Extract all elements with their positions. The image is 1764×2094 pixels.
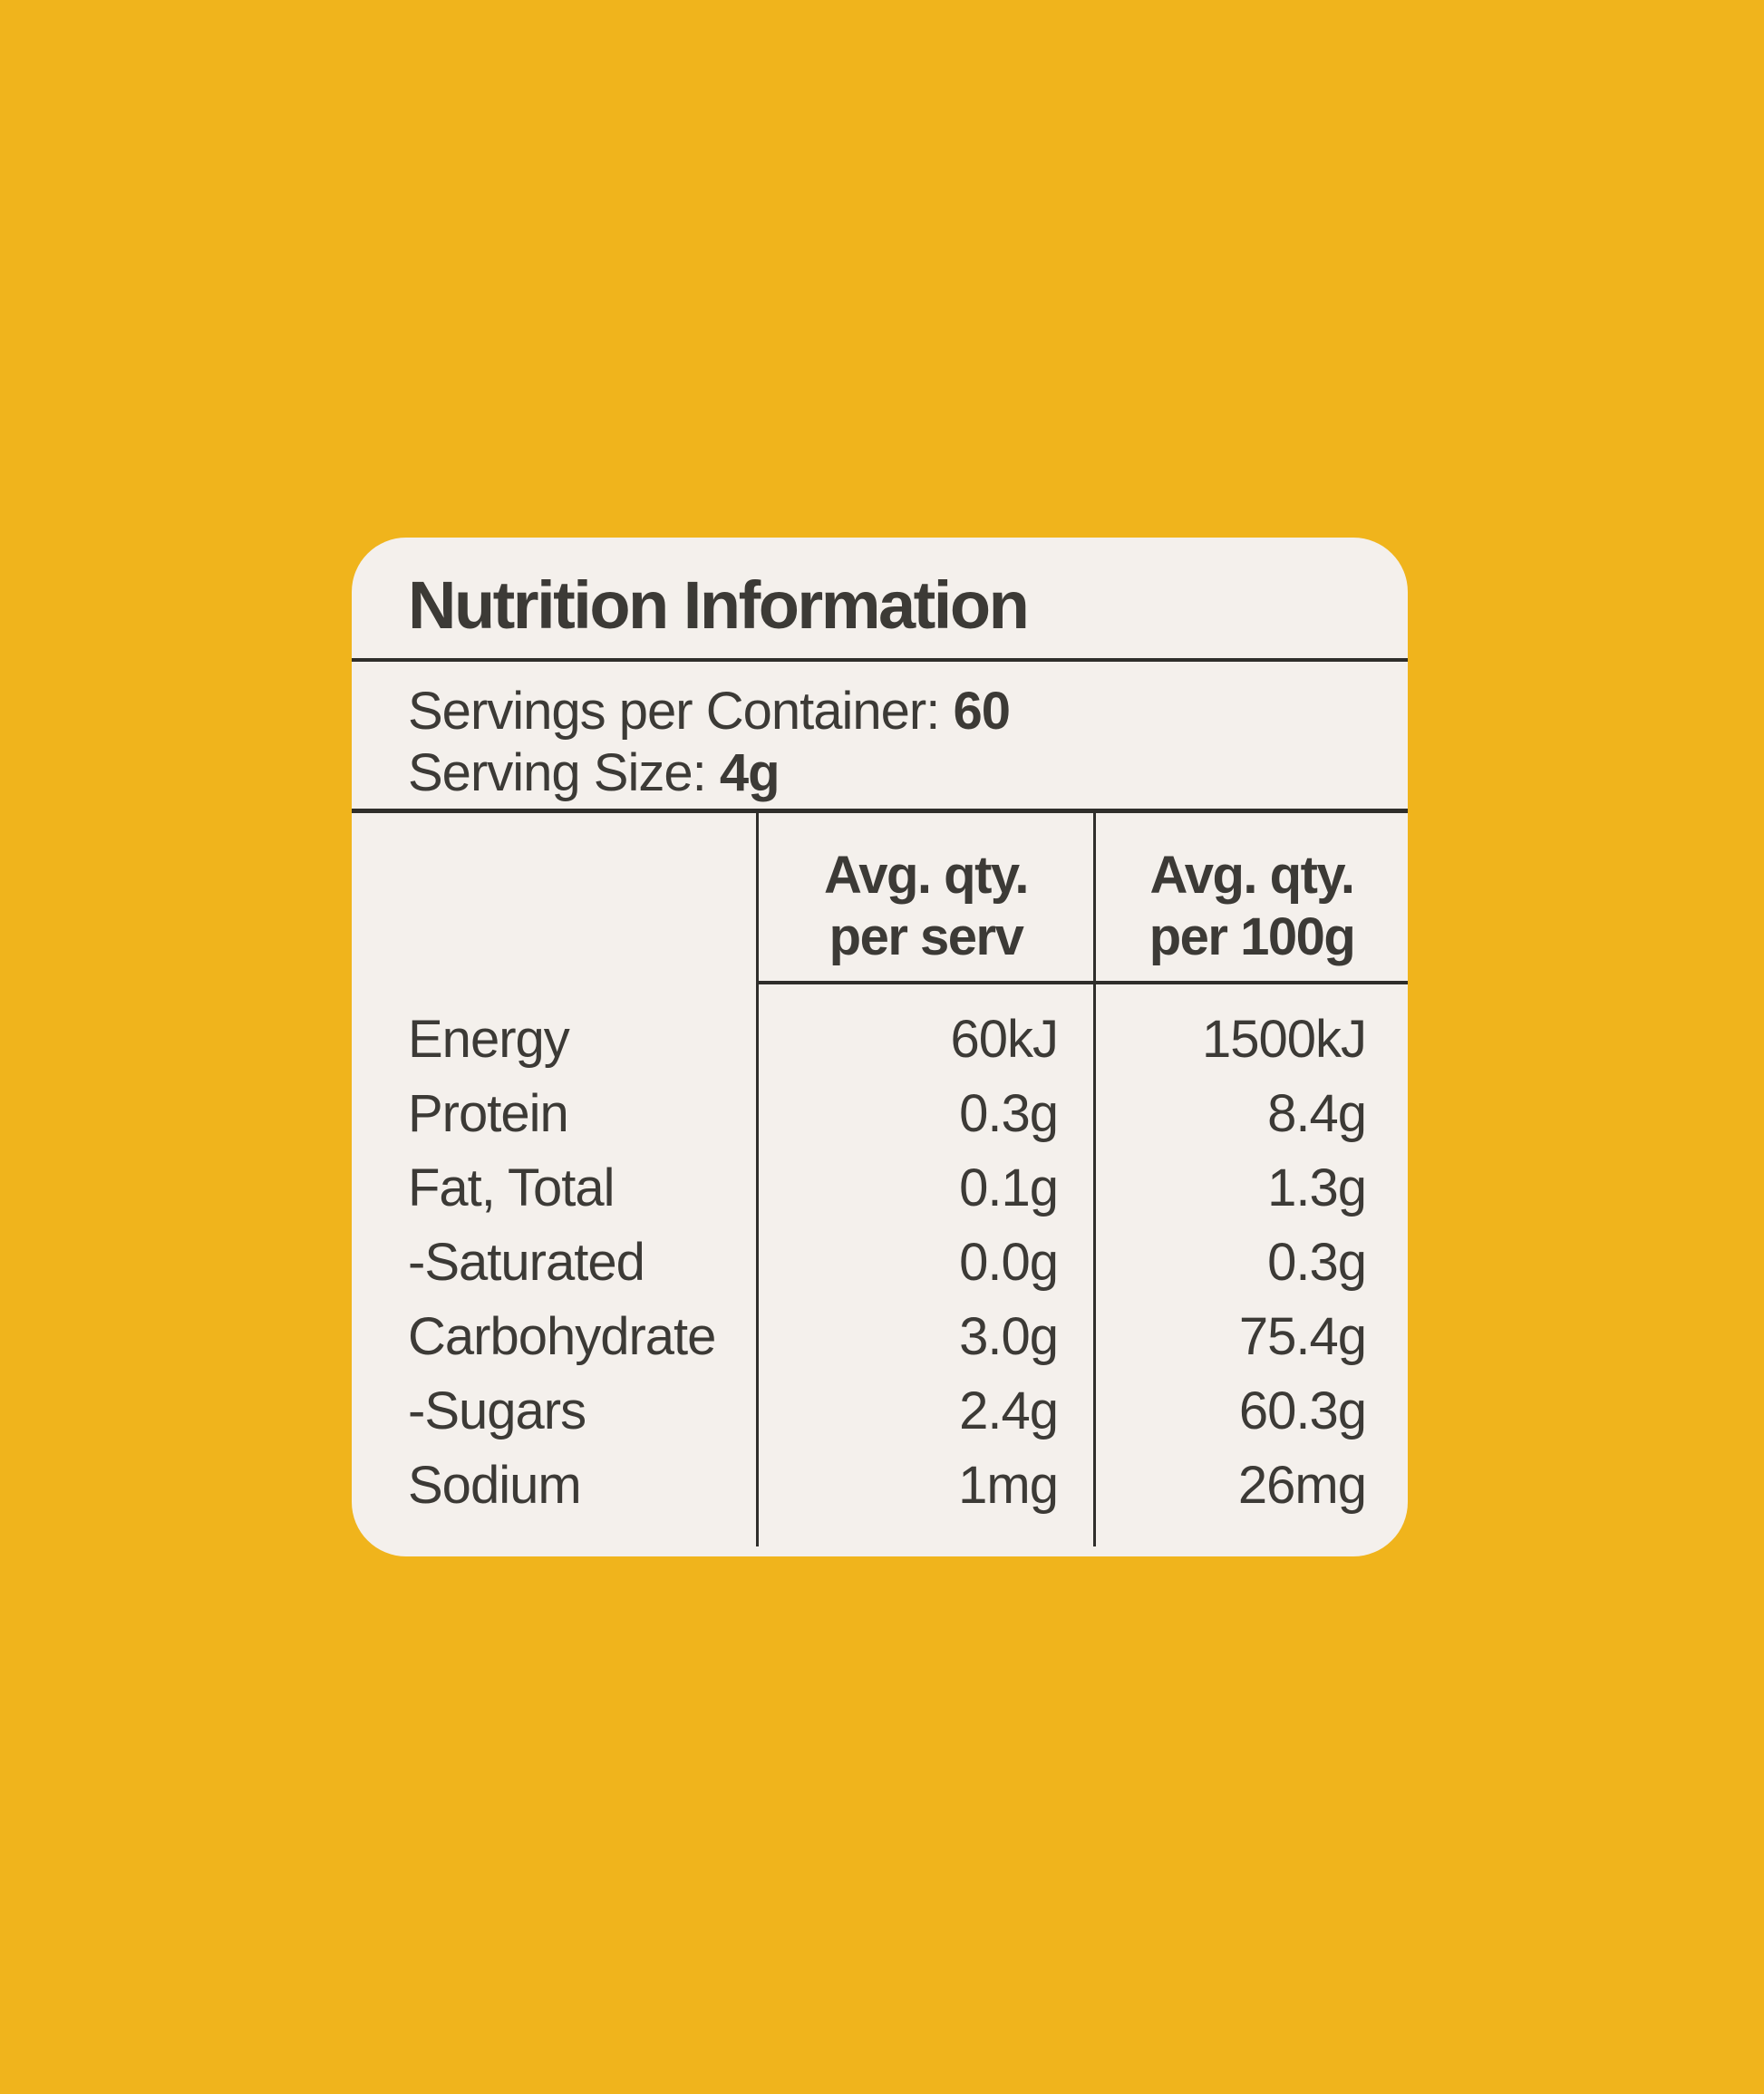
value-per-100g: 1.3g	[1267, 1158, 1367, 1217]
serving-size-value: 4g	[719, 743, 780, 802]
nutrient-label: -Saturated	[408, 1232, 645, 1292]
nutrition-card: Nutrition Information Servings per Conta…	[352, 538, 1408, 1556]
value-per-100g: 8.4g	[1267, 1083, 1367, 1143]
nutrition-title: Nutrition Information	[408, 567, 1030, 643]
value-per-serv: 0.1g	[959, 1158, 1059, 1217]
table-top-divider	[352, 809, 1408, 813]
column-header-per-serv: Avg. qty. per serv	[824, 846, 1029, 966]
title-divider	[352, 658, 1408, 662]
serving-size-line: Serving Size: 4g	[408, 742, 1010, 804]
nutrient-label: Protein	[408, 1083, 569, 1143]
nutrient-row: -Sugars 2.4g 60.3g	[352, 1373, 1408, 1448]
column-divider-2	[1093, 813, 1096, 1546]
servings-per-container-line: Servings per Container: 60	[408, 681, 1011, 742]
nutrient-row: Fat, Total 0.1g 1.3g	[352, 1150, 1408, 1225]
servings-per-container-label: Servings per Container:	[408, 682, 954, 741]
header-divider	[757, 981, 1408, 984]
column-header-per-100g: Avg. qty. per 100g	[1149, 846, 1356, 966]
nutrient-label: Carbohydrate	[408, 1306, 716, 1366]
column-divider-1	[756, 813, 759, 1546]
nutrient-label: Fat, Total	[408, 1158, 615, 1217]
value-per-serv: 60kJ	[950, 1009, 1059, 1069]
value-per-100g: 0.3g	[1267, 1232, 1367, 1292]
nutrient-label: Sodium	[408, 1455, 582, 1515]
value-per-serv: 0.0g	[959, 1232, 1059, 1292]
value-per-100g: 60.3g	[1238, 1381, 1367, 1440]
nutrient-row: Sodium 1mg 26mg	[352, 1448, 1408, 1522]
value-per-100g: 1500kJ	[1201, 1009, 1367, 1069]
nutrient-row: Carbohydrate 3.0g 75.4g	[352, 1299, 1408, 1373]
nutrient-row: Energy 60kJ 1500kJ	[352, 1002, 1408, 1076]
nutrient-label: Energy	[408, 1009, 570, 1069]
nutrient-table-body: Energy 60kJ 1500kJ Protein 0.3g 8.4g Fat…	[352, 981, 1408, 1522]
nutrient-row: Protein 0.3g 8.4g	[352, 1076, 1408, 1150]
value-per-serv: 3.0g	[959, 1306, 1059, 1366]
value-per-serv: 0.3g	[959, 1083, 1059, 1143]
value-per-100g: 26mg	[1237, 1455, 1367, 1515]
nutrient-label: -Sugars	[408, 1381, 586, 1440]
servings-per-container-value: 60	[953, 682, 1011, 741]
serving-info: Servings per Container: 60 Serving Size:…	[408, 681, 1011, 804]
nutrient-row: -Saturated 0.0g 0.3g	[352, 1225, 1408, 1299]
value-per-serv: 2.4g	[959, 1381, 1059, 1440]
value-per-100g: 75.4g	[1238, 1306, 1367, 1366]
serving-size-label: Serving Size:	[408, 743, 720, 802]
value-per-serv: 1mg	[958, 1455, 1059, 1515]
